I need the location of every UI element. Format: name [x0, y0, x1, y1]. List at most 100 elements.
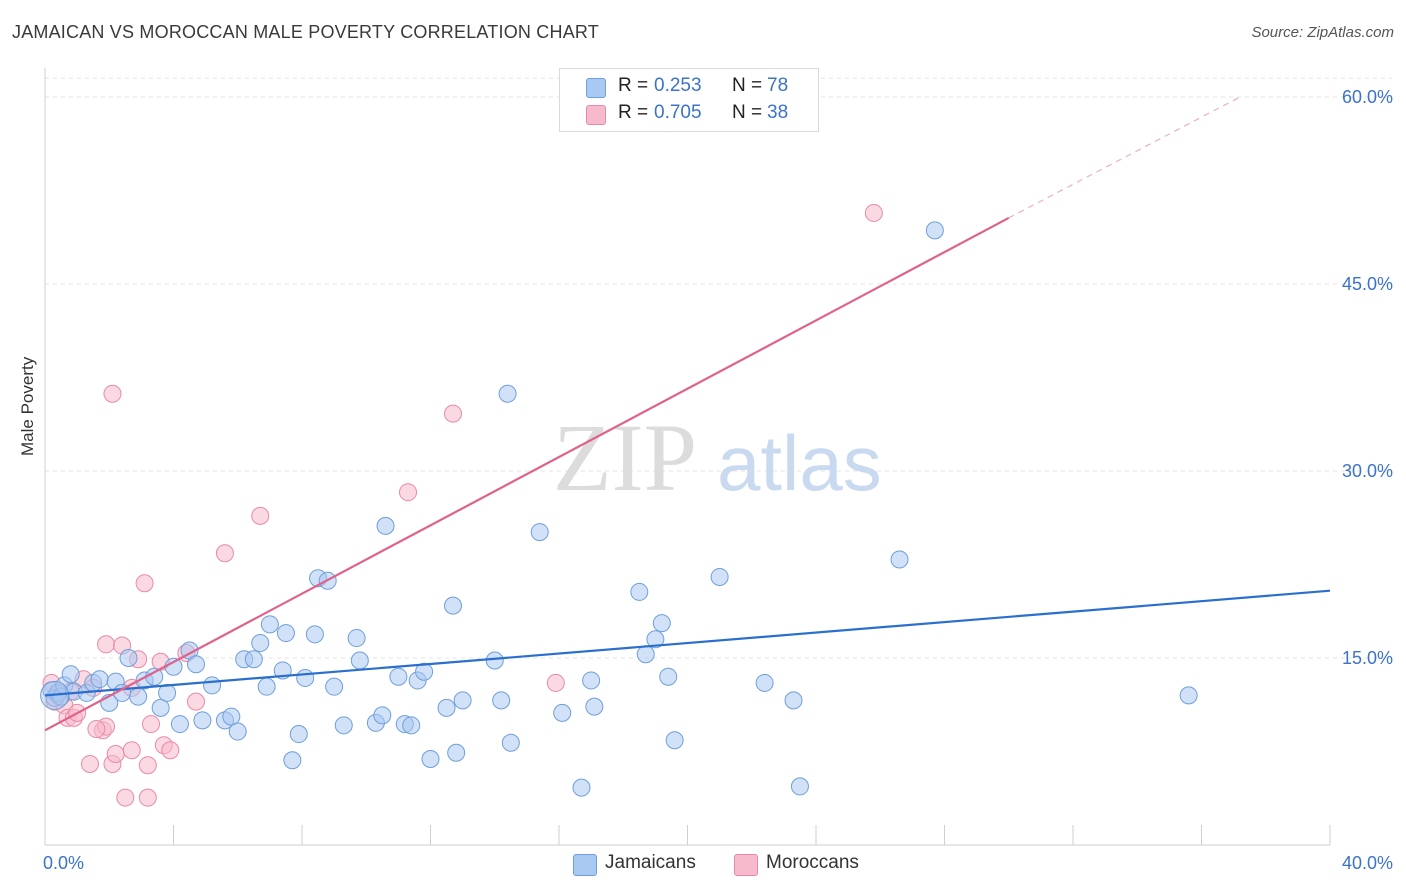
jamaican-point — [402, 716, 421, 735]
legend-swatch-blue — [586, 78, 606, 98]
jamaican-point — [305, 625, 324, 644]
jamaican-point — [1179, 686, 1198, 705]
moroccan-point — [251, 506, 270, 525]
jamaican-point — [925, 221, 944, 240]
legend-n-value: 38 — [767, 102, 789, 123]
jamaican-point — [415, 662, 434, 681]
x-tick-label: 0.0% — [43, 853, 84, 873]
jamaican-point — [251, 634, 270, 653]
jamaican-point — [145, 667, 164, 686]
jamaicans-points — [40, 221, 1198, 797]
y-tick-label: 60.0% — [1342, 87, 1393, 107]
legend-n-label: N = — [732, 102, 763, 123]
moroccan-point — [142, 715, 161, 734]
jamaican-point — [585, 697, 604, 716]
tick-labels: 15.0% 30.0% 45.0% 60.0% 0.0% 40.0% — [43, 87, 1393, 873]
trend-lines — [44, 96, 1331, 732]
jamaican-point — [334, 716, 353, 735]
jamaican-point — [350, 651, 369, 670]
jamaican-point — [710, 567, 729, 586]
moroccan-point — [186, 692, 205, 711]
jamaican-point — [186, 655, 205, 674]
jamaican-point — [376, 516, 395, 535]
axes — [44, 68, 1331, 846]
jamaican-point — [652, 614, 671, 633]
jamaican-point — [630, 582, 649, 601]
chart-title: JAMAICAN VS MOROCCAN MALE POVERTY CORREL… — [12, 22, 599, 42]
jamaican-point — [389, 667, 408, 686]
jamaican-point — [790, 777, 809, 796]
jamaican-point — [193, 711, 212, 730]
jamaican-point — [203, 676, 222, 695]
jamaican-point — [784, 691, 803, 710]
jamaican-point — [260, 615, 279, 634]
jamaican-point — [501, 733, 520, 752]
jamaican-point — [119, 649, 138, 667]
moroccan-point — [116, 788, 135, 807]
jamaican-point — [373, 706, 392, 725]
jamaican-point — [151, 698, 170, 717]
legend-r-label: R = — [618, 75, 649, 96]
jamaican-point — [244, 650, 263, 669]
moroccan-point — [399, 483, 418, 502]
moroccan-point — [106, 744, 125, 763]
watermark-zip: ZIP — [553, 404, 697, 511]
x-tick-label: 40.0% — [1342, 853, 1393, 873]
jamaican-point — [283, 751, 302, 770]
moroccan-point — [161, 741, 180, 760]
moroccan-point — [546, 673, 565, 692]
jamaican-point — [582, 671, 601, 690]
jamaican-point — [890, 550, 909, 569]
jamaican-point — [129, 687, 148, 706]
jamaican-point — [572, 778, 591, 797]
jamaican-point — [90, 670, 109, 689]
bottom-legend-label: Jamaicans — [605, 852, 696, 873]
legend-r-value: 0.253 — [654, 75, 702, 96]
jamaicans-trend-line — [44, 589, 1331, 697]
jamaican-point — [646, 630, 665, 649]
moroccan-point — [103, 384, 122, 403]
jamaican-point — [447, 743, 466, 762]
moroccan-point — [138, 756, 157, 775]
jamaican-point — [492, 691, 511, 710]
moroccans-trend-extension — [1008, 96, 1241, 219]
legend-n-value: 78 — [767, 75, 789, 96]
moroccan-point — [80, 754, 99, 773]
jamaican-point — [498, 384, 517, 403]
y-tick-label: 15.0% — [1342, 648, 1393, 668]
jamaican-point — [755, 673, 774, 692]
moroccan-point — [215, 544, 234, 563]
jamaican-point — [257, 677, 276, 696]
jamaican-point — [421, 749, 440, 768]
y-tick-label: 30.0% — [1342, 461, 1393, 481]
jamaican-point — [325, 677, 344, 696]
bottom-swatch-blue — [573, 854, 597, 876]
jamaican-point — [665, 731, 684, 750]
jamaican-point — [636, 645, 655, 664]
jamaican-point — [222, 707, 241, 726]
jamaican-point — [437, 698, 456, 717]
legend-n-label: N = — [732, 75, 763, 96]
legend-r-value: 0.705 — [654, 102, 702, 123]
moroccan-point — [138, 788, 157, 807]
moroccan-point — [864, 203, 883, 222]
jamaican-point — [530, 523, 549, 542]
jamaican-point — [296, 668, 315, 687]
moroccans-trend-line — [44, 216, 1010, 732]
moroccan-point — [97, 635, 116, 654]
moroccan-point — [122, 741, 141, 760]
jamaican-point — [276, 624, 295, 643]
jamaican-point — [347, 629, 366, 648]
jamaican-point — [485, 651, 504, 670]
jamaican-point — [443, 596, 462, 615]
bottom-swatch-pink — [734, 854, 758, 876]
stats-legend: R = 0.253 N = 78 R = 0.705 N = 38 — [559, 68, 819, 132]
y-tick-label: 45.0% — [1342, 274, 1393, 294]
source-label: Source: ZipAtlas.com — [1251, 24, 1394, 41]
legend-r-label: R = — [618, 102, 649, 123]
jamaican-point — [170, 715, 189, 734]
jamaican-point — [289, 725, 308, 744]
legend-swatch-pink — [586, 105, 606, 125]
bottom-legend-label: Moroccans — [766, 852, 859, 873]
